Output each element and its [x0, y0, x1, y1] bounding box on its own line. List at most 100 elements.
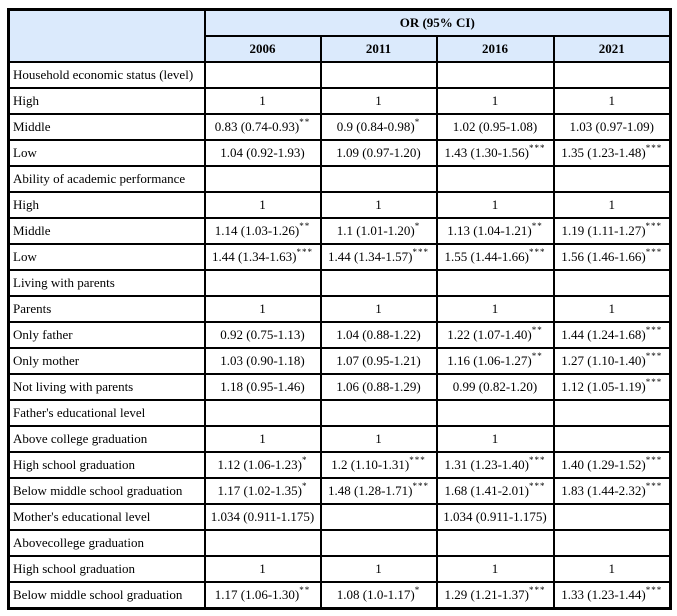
table-row: Father's educational level: [7, 399, 672, 427]
value-cell: 1.2 (1.10-1.31)***: [319, 451, 438, 479]
significance-marker: ***: [409, 454, 426, 465]
or-value: 1.56 (1.46-1.66): [561, 248, 646, 264]
row-label: Father's educational level: [7, 399, 206, 427]
significance-marker: ***: [529, 454, 546, 465]
table-row: Low 1.44 (1.34-1.63)*** 1.44 (1.34-1.57)**…: [7, 243, 672, 271]
significance-marker: ***: [645, 324, 663, 335]
significance-marker: ***: [645, 246, 663, 257]
value-cell: 1: [319, 555, 438, 583]
or-value: 1.12 (1.06-1.23): [217, 456, 303, 472]
significance-marker: **: [531, 350, 543, 361]
significance-marker: *: [414, 584, 421, 595]
significance-marker: ***: [645, 220, 663, 231]
table-row: Mother's educational level 1.034 (0.911-1…: [7, 503, 672, 531]
significance-marker: ***: [412, 480, 429, 491]
or-value: 1: [608, 300, 616, 316]
value-cell: 1.17 (1.06-1.30)**: [203, 581, 322, 610]
or-value: 1.04 (0.88-1.22): [336, 326, 421, 342]
table-row: Only father 0.92 (0.75-1.13) 1.04 (0.88-1.…: [7, 321, 672, 349]
row-label: Middle: [7, 217, 206, 245]
significance-marker: ***: [529, 246, 546, 257]
value-cell: [319, 61, 438, 89]
value-cell: 1.03 (0.90-1.18): [203, 347, 322, 375]
or-value: 1: [259, 196, 266, 212]
value-cell: 1.19 (1.11-1.27)***: [552, 217, 672, 245]
significance-marker: ***: [529, 480, 546, 491]
value-cell: [552, 503, 672, 531]
value-cell: 1.56 (1.46-1.66)***: [552, 243, 672, 271]
row-label: Middle: [7, 113, 206, 141]
value-cell: 1.04 (0.88-1.22): [319, 321, 438, 349]
value-cell: 1.03 (0.97-1.09): [552, 113, 672, 141]
value-cell: [319, 165, 438, 193]
value-cell: [435, 61, 555, 89]
or-value: 1.13 (1.04-1.21): [447, 222, 532, 238]
or-value: 1.44 (1.24-1.68): [561, 326, 646, 342]
or-value: 1.55 (1.44-1.66): [444, 248, 530, 264]
or-value: 1: [491, 196, 499, 212]
row-label: High: [7, 191, 206, 219]
or-value: 1.14 (1.03-1.26): [214, 222, 300, 238]
or-value: 1.08 (1.0-1.17): [336, 586, 415, 602]
or-value: 1.06 (0.88-1.29): [336, 378, 421, 394]
value-cell: [552, 61, 672, 89]
value-cell: 1.48 (1.28-1.71)***: [319, 477, 438, 505]
value-cell: 1.43 (1.30-1.56)***: [435, 139, 555, 167]
year-header-2016: 2016: [435, 35, 555, 63]
value-cell: 0.92 (0.75-1.13): [203, 321, 322, 349]
row-label: Living with parents: [7, 269, 206, 297]
row-label: Below middle school graduation: [7, 477, 206, 505]
value-cell: 1: [435, 191, 555, 219]
significance-marker: ***: [296, 246, 313, 257]
row-label: Parents: [7, 295, 206, 323]
value-cell: [319, 503, 438, 531]
or-value: 1.16 (1.06-1.27): [447, 352, 532, 368]
significance-marker: *: [414, 116, 421, 127]
or-value: 1: [491, 92, 499, 108]
value-cell: [552, 425, 672, 453]
value-cell: 1.1 (1.01-1.20)*: [319, 217, 438, 245]
value-cell: 1: [203, 295, 322, 323]
value-cell: [552, 269, 672, 297]
table-row: Below middle school graduation 1.17 (1.02…: [7, 477, 672, 505]
value-cell: [203, 529, 322, 557]
or-value: 1.40 (1.29-1.52): [561, 456, 646, 472]
year-header-row: 2006 2011 2016 2021: [9, 35, 672, 63]
row-label: Ability of academic performance: [7, 165, 206, 193]
value-cell: [435, 529, 555, 557]
value-cell: 0.83 (0.74-0.93)**: [203, 113, 322, 141]
year-header-2021: 2021: [552, 35, 672, 63]
value-cell: 1: [203, 191, 322, 219]
or-value: 1.44 (1.34-1.63): [212, 248, 297, 264]
table-row: Not living with parents 1.18 (0.95-1.46) 1…: [7, 373, 672, 401]
or-ci-header: OR (95% CI): [203, 8, 672, 37]
significance-marker: ***: [645, 376, 663, 387]
or-value: 1.03 (0.97-1.09): [569, 118, 655, 134]
significance-marker: *: [414, 220, 421, 231]
value-cell: 1: [435, 425, 555, 453]
value-cell: 1.12 (1.06-1.23)*: [203, 451, 322, 479]
or-value: 1.17 (1.06-1.30): [214, 586, 300, 602]
row-label: Only father: [7, 321, 206, 349]
value-cell: [203, 399, 322, 427]
value-cell: 1.14 (1.03-1.26)**: [203, 217, 322, 245]
or-value: 1.04 (0.92-1.93): [220, 144, 305, 160]
or-value: 1.31 (1.23-1.40): [444, 456, 530, 472]
value-cell: [552, 165, 672, 193]
row-label: Above college graduation: [7, 425, 206, 453]
or-value: 1.29 (1.21-1.37): [444, 586, 530, 602]
value-cell: 1.12 (1.05-1.19)***: [552, 373, 672, 401]
value-cell: 1.17 (1.02-1.35)*: [203, 477, 322, 505]
or-value: 1.02 (0.95-1.08): [452, 118, 538, 134]
or-value: 1: [375, 560, 382, 576]
or-value: 1.03 (0.90-1.18): [220, 352, 305, 368]
value-cell: [319, 399, 438, 427]
table-row: Middle 0.83 (0.74-0.93)** 0.9 (0.84-0.98)*…: [7, 113, 672, 141]
table-row: High school graduation 1 1 1 1: [7, 555, 672, 583]
significance-marker: ***: [412, 246, 429, 257]
significance-marker: ***: [645, 454, 663, 465]
value-cell: 1.40 (1.29-1.52)***: [552, 451, 672, 479]
or-value: 1: [259, 300, 266, 316]
value-cell: 1.31 (1.23-1.40)***: [435, 451, 555, 479]
